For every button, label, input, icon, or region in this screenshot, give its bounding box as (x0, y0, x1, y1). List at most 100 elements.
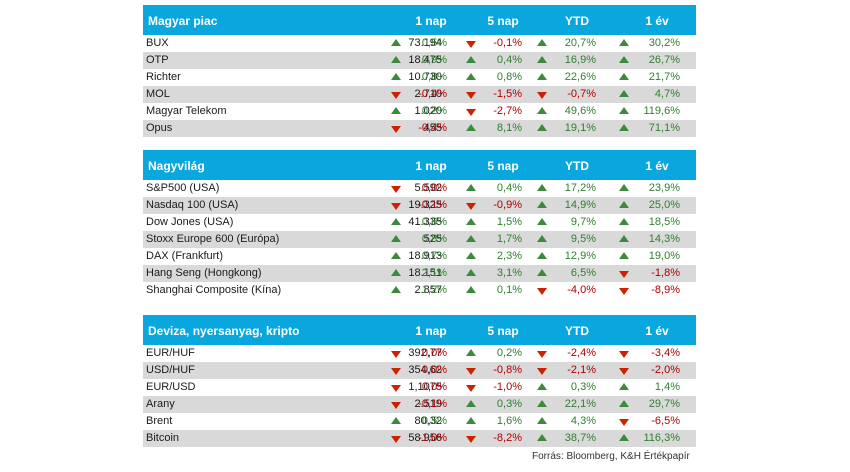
section-title: Deviza, nyersanyag, kripto (148, 324, 300, 338)
triangle-up-icon (619, 39, 629, 46)
change-cell: 0,2% (466, 345, 522, 362)
column-header: YTD (565, 159, 589, 173)
change-cell: 4,7% (619, 86, 680, 103)
table-row: DAX (Frankfurt) 18.913 0,7% 2,3% 12,9% 19,0% (143, 248, 696, 265)
instrument-value: 80,32 (414, 415, 442, 427)
change-value: 20,7% (564, 37, 596, 49)
change-cell: 0,0% (391, 379, 447, 396)
table-row: Brent 80,32 0,5% 1,6% 4,3% -6,5% (143, 413, 696, 430)
triangle-down-icon (466, 385, 476, 392)
triangle-down-icon (391, 203, 401, 210)
section-table: Magyar piac 1 nap 5 nap YTD 1 év BUX 73.194 0,5… (143, 5, 696, 137)
instrument-value: 1,1075 (408, 381, 442, 393)
instrument-name: OTP (146, 54, 169, 66)
change-value: 0,4% (496, 54, 522, 66)
change-value: 1,6% (496, 415, 522, 427)
section-header: Magyar piac 1 nap 5 nap YTD 1 év (143, 5, 696, 35)
change-value: 0,9% (421, 54, 447, 66)
table-row: BUX 73.194 0,5% -0,1% 20,7% 30,2% (143, 35, 696, 52)
instrument-value: 41.335 (408, 216, 442, 228)
column-header: 5 nap (487, 159, 519, 173)
triangle-down-icon (391, 126, 401, 133)
instrument-value: 525 (423, 233, 442, 245)
triangle-down-icon (619, 288, 629, 295)
triangle-down-icon (537, 368, 547, 375)
change-value: -2,1% (567, 364, 596, 376)
change-cell: 0,3% (466, 396, 522, 413)
instrument-value: 18.151 (408, 267, 442, 279)
triangle-down-icon (391, 436, 401, 443)
change-cell: 0,3% (537, 379, 596, 396)
instrument-value: 354,62 (408, 364, 442, 376)
triangle-up-icon (537, 269, 547, 276)
table-row: MOL 2.710 -0,4% -1,5% -0,7% 4,7% (143, 86, 696, 103)
column-header: YTD (565, 14, 589, 28)
change-cell: 12,9% (537, 248, 596, 265)
change-cell: 14,9% (537, 197, 596, 214)
change-value: 12,9% (564, 250, 596, 262)
triangle-down-icon (619, 351, 629, 358)
triangle-up-icon (466, 252, 476, 259)
triangle-up-icon (537, 252, 547, 259)
table-row: EUR/HUF 392,77 0,0% 0,2% -2,4% -3,4% (143, 345, 696, 362)
section-title: Nagyvilág (148, 159, 205, 173)
change-cell: 16,9% (537, 52, 596, 69)
triangle-down-icon (537, 92, 547, 99)
change-value: -1,0% (493, 381, 522, 393)
change-value: 0,3% (496, 398, 522, 410)
change-cell: 0,5% (391, 35, 447, 52)
change-value: 116,3% (643, 432, 681, 444)
change-cell: 0,4% (466, 52, 522, 69)
column-header: 5 nap (487, 324, 519, 338)
section-table: Nagyvilág 1 nap 5 nap YTD 1 év S&P500 (USA) 5.… (143, 150, 696, 299)
triangle-down-icon (466, 41, 476, 48)
change-cell: -8,2% (466, 430, 522, 447)
triangle-up-icon (466, 56, 476, 63)
change-cell: 29,7% (619, 396, 680, 413)
change-value: 3,1% (496, 267, 522, 279)
triangle-down-icon (537, 351, 547, 358)
triangle-up-icon (619, 400, 629, 407)
instrument-name: EUR/HUF (146, 347, 195, 359)
instrument-value: 18.913 (408, 250, 442, 262)
triangle-down-icon (466, 92, 476, 99)
triangle-down-icon (466, 368, 476, 375)
change-cell: -0,9% (466, 197, 522, 214)
triangle-up-icon (537, 218, 547, 225)
instrument-value: 10.730 (408, 71, 442, 83)
change-cell: -0,4% (391, 86, 447, 103)
change-cell: -4,0% (537, 282, 596, 299)
change-cell: 0,8% (391, 231, 447, 248)
table-row: Nasdaq 100 (USA) 19.325 -0,1% -0,9% 14,9% 25,… (143, 197, 696, 214)
change-value: -4,0% (567, 284, 596, 296)
change-cell: -2,7% (466, 103, 522, 120)
instrument-value: 19.325 (408, 199, 442, 211)
change-cell: -0,7% (537, 86, 596, 103)
change-value: 0,8% (496, 71, 522, 83)
triangle-up-icon (537, 417, 547, 424)
section-header: Nagyvilág 1 nap 5 nap YTD 1 év (143, 150, 696, 180)
triangle-up-icon (537, 383, 547, 390)
change-value: 0,0% (421, 381, 447, 393)
change-value: 29,7% (648, 398, 680, 410)
change-cell: -0,4% (391, 120, 447, 137)
triangle-up-icon (466, 73, 476, 80)
change-cell: 116,3% (619, 430, 680, 447)
change-cell: 0,2% (391, 103, 447, 120)
change-value: 19,0% (648, 250, 680, 262)
instrument-name: Richter (146, 71, 181, 83)
triangle-up-icon (537, 56, 547, 63)
change-cell: 6,5% (537, 265, 596, 282)
change-value: -6,5% (651, 415, 680, 427)
change-value: 4,7% (654, 88, 680, 100)
change-cell: -2,1% (537, 362, 596, 379)
change-cell: 71,1% (619, 120, 680, 137)
triangle-up-icon (537, 107, 547, 114)
change-cell: 119,6% (619, 103, 680, 120)
change-cell: 4,3% (537, 413, 596, 430)
triangle-up-icon (391, 235, 401, 242)
change-cell: 9,7% (537, 214, 596, 231)
change-value: -2,7% (493, 105, 522, 117)
triangle-up-icon (466, 124, 476, 131)
change-cell: 9,5% (537, 231, 596, 248)
